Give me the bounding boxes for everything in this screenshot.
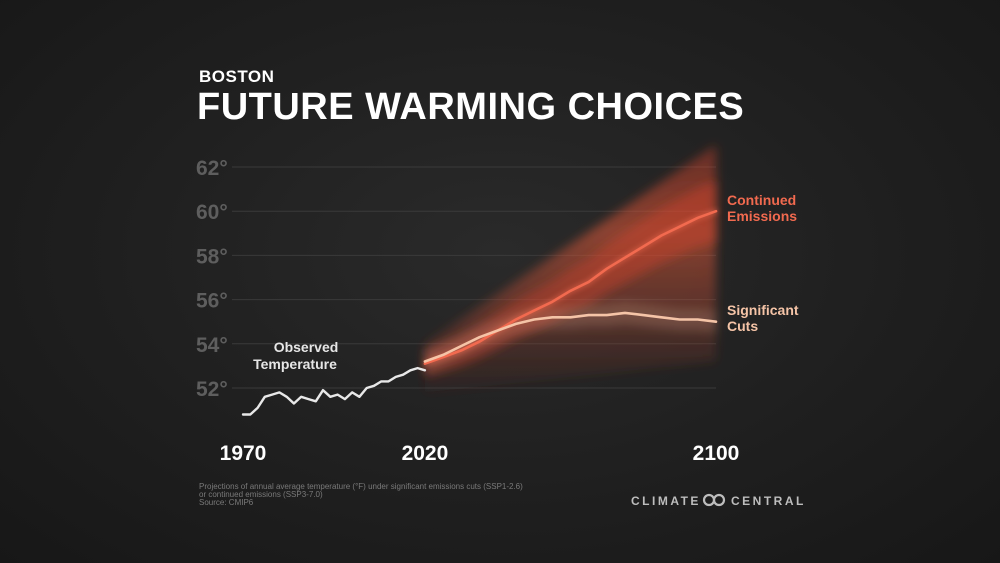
label-continued-2: Emissions (727, 208, 797, 224)
label-observed-2: Temperature (253, 356, 337, 372)
logo-text-right: CENTRAL (731, 494, 806, 508)
infinity-icon (702, 493, 726, 507)
label-observed-1: Observed (274, 339, 339, 355)
grid (232, 166, 716, 389)
y-axis: 52° 54° 56° 58° 60° 62° (196, 157, 228, 401)
series-lines (241, 209, 718, 416)
y-tick-label-54: 54° (196, 334, 228, 357)
y-tick-label-62: 62° (196, 157, 228, 180)
continued-emissions-line (423, 209, 718, 365)
footnote-line2: or continued emissions (SSP3-7.0) (199, 490, 323, 499)
label-cuts-2: Cuts (727, 318, 758, 334)
y-tick-label-58: 58° (196, 245, 228, 268)
chart-title: FUTURE WARMING CHOICES (197, 86, 744, 128)
climate-central-logo: CLIMATE CENTRAL (631, 493, 806, 508)
x-tick-label-2020: 2020 (402, 442, 449, 465)
observed-line (241, 366, 427, 416)
y-tick-label-60: 60° (196, 201, 228, 224)
chart-subtitle: BOSTON (199, 67, 274, 86)
logo-text-left: CLIMATE (631, 494, 701, 508)
footnote-line3: Source: CMIP6 (199, 498, 254, 507)
x-axis: 1970 2020 2100 (220, 442, 740, 465)
significant-cuts-band (424, 301, 716, 373)
label-cuts-1: Significant (727, 302, 799, 318)
label-continued-1: Continued (727, 192, 796, 208)
x-tick-label-2100: 2100 (693, 442, 740, 465)
y-tick-label-56: 56° (196, 290, 228, 313)
footnote-line1: Projections of annual average temperatur… (199, 482, 523, 491)
significant-cuts-line (423, 311, 718, 363)
x-tick-label-1970: 1970 (220, 442, 267, 465)
uncertainty-band (424, 144, 716, 393)
y-tick-label-52: 52° (196, 378, 228, 401)
